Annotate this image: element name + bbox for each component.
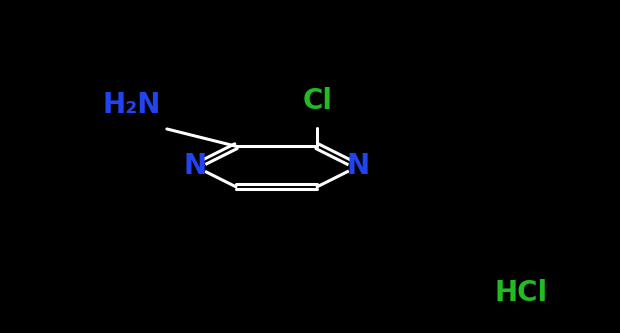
Text: HCl: HCl <box>494 279 547 307</box>
Text: N: N <box>184 153 207 180</box>
Text: H₂N: H₂N <box>102 91 161 119</box>
Text: N: N <box>346 153 370 180</box>
Text: Cl: Cl <box>302 87 332 115</box>
